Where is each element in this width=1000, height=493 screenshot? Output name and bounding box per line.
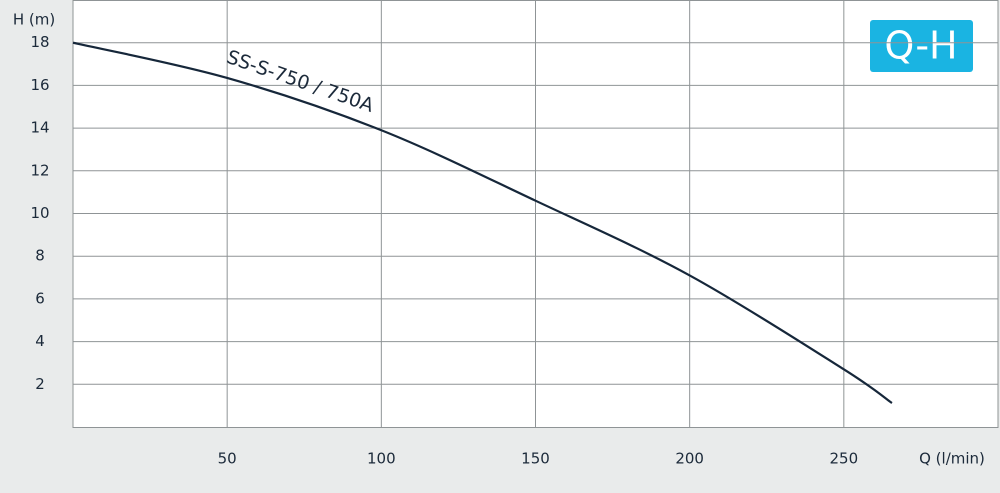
y-tick-label: 2 (35, 375, 45, 393)
y-axis-label: H (m) (13, 11, 55, 29)
y-tick-label: 10 (30, 204, 49, 222)
x-tick-label: 50 (218, 450, 237, 468)
y-tick-label: 8 (35, 247, 45, 265)
y-tick-label: 12 (30, 161, 49, 179)
y-tick-label: 6 (35, 289, 45, 307)
y-tick-label: 14 (30, 119, 49, 137)
x-tick-label: 150 (521, 450, 550, 468)
plot-frame (72, 0, 999, 428)
x-tick-label: 200 (675, 450, 704, 468)
badge-text: Q-H (884, 24, 957, 68)
x-tick-label: 250 (830, 450, 859, 468)
y-tick-label: 18 (30, 33, 49, 51)
y-tick-label: 16 (30, 76, 49, 94)
badge (870, 20, 973, 72)
curve (72, 41, 893, 404)
x-tick-label: 100 (367, 450, 396, 468)
y-tick-label: 4 (35, 332, 45, 350)
x-axis-label: Q (l/min) (919, 450, 985, 468)
